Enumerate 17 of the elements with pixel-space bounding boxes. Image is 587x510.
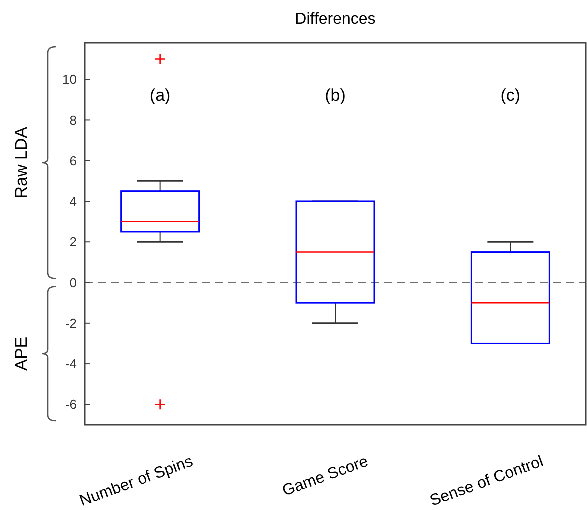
annotation: (a) [150, 86, 171, 105]
y-tick-label: -6 [65, 397, 77, 412]
y-tick-label: -4 [65, 356, 77, 372]
y-tick-label: 4 [70, 194, 77, 210]
chart-title: Differences [295, 11, 376, 28]
x-tick-label: Game Score [280, 453, 371, 500]
y-tick-label: -2 [65, 316, 77, 331]
y-tick-label: 6 [70, 153, 77, 168]
y-tick-label: 0 [70, 275, 77, 290]
y-tick-label: 10 [62, 72, 77, 88]
text: Raw LDA [12, 126, 31, 199]
annotation: (b) [325, 86, 346, 105]
y-tick-label: 8 [70, 112, 77, 128]
y-tick-label: 2 [70, 234, 77, 250]
text: APE [12, 336, 31, 371]
annotation: (c) [500, 86, 521, 105]
x-tick-label: Sense of Control [428, 453, 546, 510]
